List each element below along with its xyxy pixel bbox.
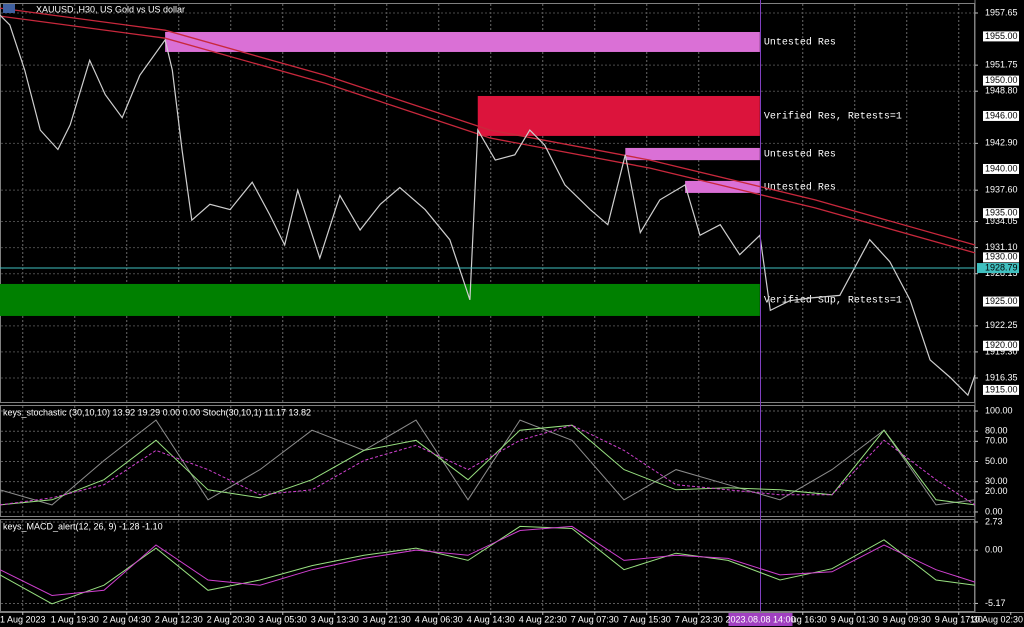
level-label: 1935.00	[985, 208, 1018, 218]
level-label: 1915.00	[985, 384, 1018, 394]
zone	[685, 180, 760, 193]
zone	[625, 147, 760, 161]
x-tick-label: 9 Aug 09:30	[883, 614, 931, 624]
price-line	[0, 14, 976, 397]
level-box	[983, 31, 1019, 42]
y-tick-label: 0.00	[985, 506, 1003, 516]
y-tick-label: 100.00	[985, 405, 1013, 415]
zone-label: Untested Res	[764, 182, 836, 194]
y-tick-label: 2.73	[985, 516, 1003, 526]
x-tick-label: 9 Aug 17:30	[935, 614, 983, 624]
x-tick-label: 10 Aug 02:30	[970, 614, 1023, 624]
indicator-line	[0, 424, 976, 506]
level-box	[983, 340, 1019, 351]
x-tick-label: 7 Aug 07:30	[571, 614, 619, 624]
level-box	[983, 75, 1019, 86]
level-box	[983, 384, 1019, 395]
y-tick-label: 0.00	[985, 545, 1003, 555]
y-tick-label: 1951.75	[985, 60, 1018, 70]
y-tick-label: 1948.80	[985, 86, 1018, 96]
level-box	[983, 110, 1019, 121]
zone-label: Verified Sup, Retests=1	[764, 295, 902, 307]
x-tick-label: 7 Aug 23:30	[675, 614, 723, 624]
zone	[477, 95, 760, 136]
x-tick-label: 2 Aug 04:30	[103, 614, 151, 624]
zone-label: Untested Res	[764, 149, 836, 161]
x-tick-label: 4 Aug 06:30	[415, 614, 463, 624]
zone	[165, 31, 760, 52]
level-label: 1940.00	[985, 163, 1018, 173]
level-box	[983, 296, 1019, 307]
x-tick-label: 2 Aug 20:30	[207, 614, 255, 624]
x-tick-label: 4 Aug 14:30	[467, 614, 515, 624]
level-label: 1950.00	[985, 75, 1018, 85]
y-tick-label: 70.00	[985, 436, 1008, 446]
x-tick-label: 3 Aug 21:30	[363, 614, 411, 624]
y-tick-label: 1957.65	[985, 7, 1018, 17]
indicator-line	[0, 424, 976, 506]
cursor-time-box	[728, 613, 793, 626]
y-tick-label: 1942.90	[985, 138, 1018, 148]
symbol-icon	[3, 4, 15, 13]
y-tick-label: 1931.10	[985, 242, 1018, 252]
level-label: 1930.00	[985, 252, 1018, 262]
x-tick-label: 7 Aug 15:30	[623, 614, 671, 624]
y-tick-label: -5.17	[985, 598, 1006, 608]
y-tick-label: 1934.05	[985, 216, 1018, 226]
zone	[0, 283, 760, 316]
x-tick-label: 1 Aug 2023	[0, 614, 46, 624]
y-tick-label: 1916.35	[985, 372, 1018, 382]
y-tick-label: 20.00	[985, 486, 1008, 496]
y-tick-label: 30.00	[985, 476, 1008, 486]
y-tick-label: 80.00	[985, 426, 1008, 436]
x-tick-label: 3 Aug 13:30	[311, 614, 359, 624]
x-tick-label: 9 Aug 01:30	[831, 614, 879, 624]
indicator-title: keys_stochastic (30,10,10) 13.92 19.29 0…	[3, 407, 311, 417]
x-tick-label: 1 Aug 19:30	[51, 614, 99, 624]
y-tick-label: 1928.15	[985, 268, 1018, 278]
indicator-line	[0, 419, 976, 506]
level-box	[983, 208, 1019, 219]
level-box	[983, 163, 1019, 174]
level-box	[983, 252, 1019, 263]
y-tick-label: 1922.25	[985, 320, 1018, 330]
x-tick-label: 3 Aug 05:30	[259, 614, 307, 624]
current-price-label: 1928.79	[985, 262, 1018, 272]
level-label: 1925.00	[985, 296, 1018, 306]
moving-average	[0, 7, 976, 246]
y-tick-label: 1937.60	[985, 185, 1018, 195]
indicator-title: keys_MACD_alert(12, 26, 9) -1.28 -1.10	[3, 521, 163, 531]
x-tick-label: 8 Aug 16:30	[779, 614, 827, 624]
level-label: 1955.00	[985, 31, 1018, 41]
level-label: 1920.00	[985, 340, 1018, 350]
chart-title: XAUUSD.,H30, US Gold vs US dollar	[36, 4, 185, 14]
level-label: 1946.00	[985, 110, 1018, 120]
y-tick-label: 1919.30	[985, 346, 1018, 356]
x-tick-label: 2 Aug 12:30	[155, 614, 203, 624]
moving-average	[0, 15, 976, 254]
zone-label: Untested Res	[764, 37, 836, 49]
indicator-line	[0, 525, 976, 597]
x-tick-label: 4 Aug 22:30	[519, 614, 567, 624]
cursor-time-label: 2023.08.08 14:00	[725, 614, 795, 624]
y-tick-label: 50.00	[985, 456, 1008, 466]
zone-label: Verified Res, Retests=1	[764, 111, 902, 123]
current-price-box	[977, 263, 1019, 274]
